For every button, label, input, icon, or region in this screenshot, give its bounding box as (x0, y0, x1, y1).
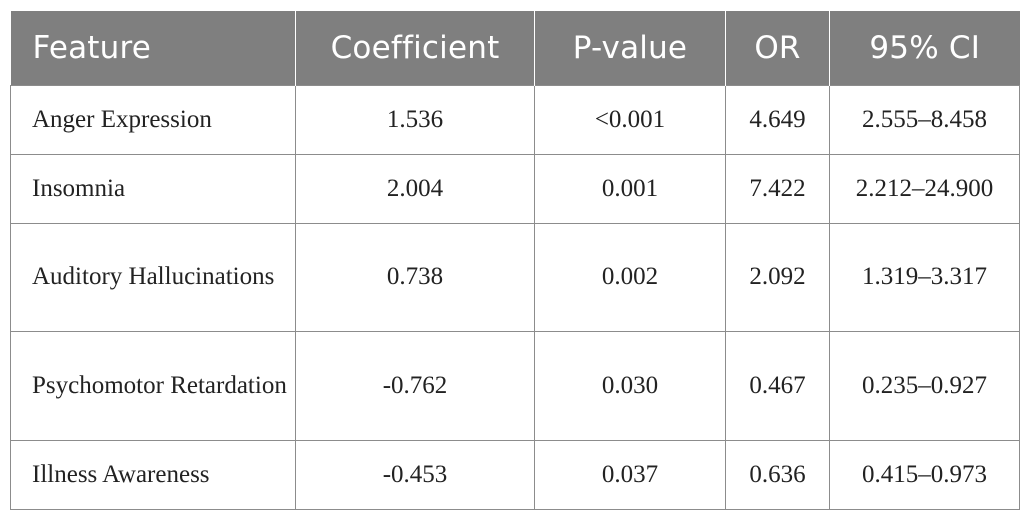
table-body: Anger Expression 1.536 <0.001 4.649 2.55… (10, 84, 1020, 510)
results-table-container: Feature Coefficient P-value OR 95% CI An… (10, 11, 1020, 510)
table-row: Insomnia 2.004 0.001 7.422 2.212–24.900 (10, 153, 1020, 224)
logistic-regression-table: Feature Coefficient P-value OR 95% CI An… (10, 11, 1020, 510)
cell-or: 0.467 (725, 330, 830, 441)
cell-ci: 0.415–0.973 (829, 439, 1020, 510)
cell-p-value: 0.002 (534, 222, 726, 332)
header-row: Feature Coefficient P-value OR 95% CI (10, 11, 1020, 85)
cell-ci: 2.555–8.458 (829, 84, 1020, 155)
cell-feature: Auditory Hallucinations (10, 222, 296, 332)
cell-p-value: 0.030 (534, 330, 726, 441)
header-coefficient: Coefficient (295, 11, 535, 85)
cell-p-value: 0.001 (534, 153, 726, 224)
cell-ci: 1.319–3.317 (829, 222, 1020, 332)
table-row: Anger Expression 1.536 <0.001 4.649 2.55… (10, 84, 1020, 155)
header-or: OR (725, 11, 830, 85)
table-header: Feature Coefficient P-value OR 95% CI (10, 11, 1020, 85)
header-feature: Feature (32, 29, 152, 66)
cell-or: 0.636 (725, 439, 830, 510)
cell-or: 2.092 (725, 222, 830, 332)
cell-p-value: <0.001 (534, 84, 726, 155)
cell-coefficient: 0.738 (295, 222, 535, 332)
table-row: Psychomotor Retardation -0.762 0.030 0.4… (10, 330, 1020, 441)
header-p-value: P-value (534, 11, 726, 85)
cell-ci: 2.212–24.900 (829, 153, 1020, 224)
cell-feature: Illness Awareness (10, 439, 296, 510)
cell-feature: Insomnia (10, 153, 296, 224)
header-95-ci: 95% CI (829, 11, 1020, 85)
cell-coefficient: -0.453 (295, 439, 535, 510)
cell-feature: Psychomotor Retardation (10, 330, 296, 441)
cell-coefficient: 1.536 (295, 84, 535, 155)
table-row: Illness Awareness -0.453 0.037 0.636 0.4… (10, 439, 1020, 510)
cell-or: 7.422 (725, 153, 830, 224)
cell-p-value: 0.037 (534, 439, 726, 510)
cell-or: 4.649 (725, 84, 830, 155)
cell-coefficient: -0.762 (295, 330, 535, 441)
cell-coefficient: 2.004 (295, 153, 535, 224)
cell-feature: Anger Expression (10, 84, 296, 155)
cell-ci: 0.235–0.927 (829, 330, 1020, 441)
table-row: Auditory Hallucinations 0.738 0.002 2.09… (10, 222, 1020, 332)
